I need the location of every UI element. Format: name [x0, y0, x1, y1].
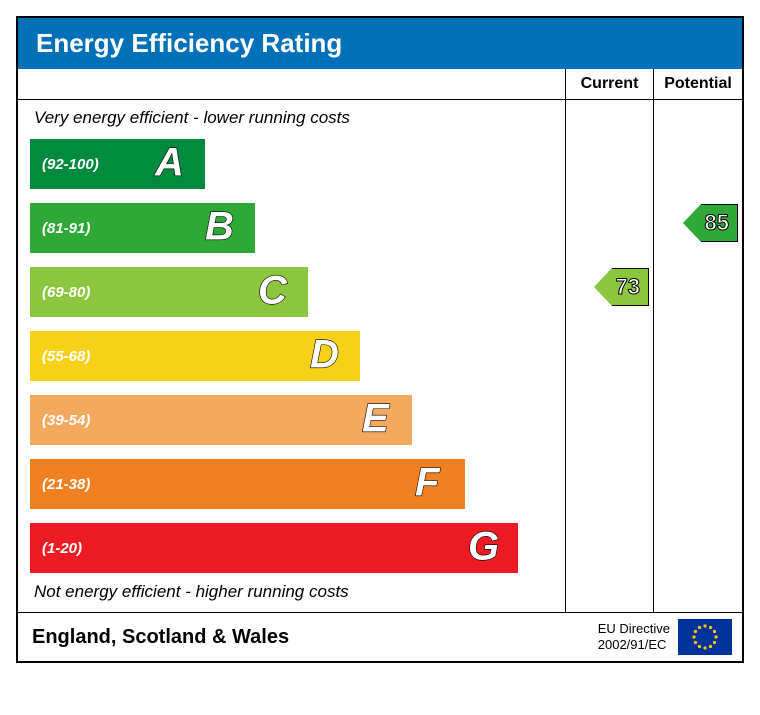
band-bar-g: (1-20) G	[30, 523, 518, 573]
band-bar-b: (81-91) B	[30, 203, 255, 253]
band-range-f: (21-38)	[42, 476, 90, 493]
chart-title: Energy Efficiency Rating	[18, 18, 742, 69]
chart-body: Very energy efficient - lower running co…	[18, 100, 742, 612]
header-row: Current Potential	[18, 69, 742, 100]
band-bar-e: (39-54) E	[30, 395, 412, 445]
band-row-f: (21-38) F	[30, 454, 553, 514]
svg-text:F: F	[415, 461, 441, 505]
header-current: Current	[566, 69, 654, 99]
svg-text:C: C	[258, 269, 288, 313]
potential-pointer-arrow	[683, 204, 701, 242]
band-bar-d: (55-68) D	[30, 331, 360, 381]
svg-text:D: D	[310, 333, 339, 377]
eu-flag-icon	[678, 619, 732, 655]
current-pointer-arrow	[594, 268, 612, 306]
band-row-g: (1-20) G	[30, 518, 553, 578]
band-range-d: (55-68)	[42, 348, 90, 365]
bands-column: Very energy efficient - lower running co…	[18, 100, 566, 612]
header-potential: Potential	[654, 69, 742, 99]
band-letter-b: B	[201, 202, 245, 255]
current-column: 73	[566, 100, 654, 612]
potential-pointer-value: 85	[701, 204, 738, 242]
band-letter-c: C	[254, 266, 298, 319]
band-bar-f: (21-38) F	[30, 459, 465, 509]
band-range-c: (69-80)	[42, 284, 90, 301]
potential-column: 85	[654, 100, 742, 612]
svg-text:G: G	[468, 525, 499, 569]
band-row-c: (69-80) C	[30, 262, 553, 322]
band-letter-d: D	[306, 330, 350, 383]
top-description: Very energy efficient - lower running co…	[34, 108, 553, 128]
band-bar-a: (92-100) A	[30, 139, 205, 189]
footer-region: England, Scotland & Wales	[18, 616, 588, 659]
bottom-description: Not energy efficient - higher running co…	[34, 582, 553, 602]
band-letter-a: A	[151, 138, 195, 191]
band-range-a: (92-100)	[42, 156, 99, 173]
eu-directive-text: EU Directive 2002/91/EC	[598, 621, 670, 652]
band-bar-c: (69-80) C	[30, 267, 308, 317]
epc-chart: Energy Efficiency Rating Current Potenti…	[16, 16, 744, 663]
band-range-e: (39-54)	[42, 412, 90, 429]
band-row-d: (55-68) D	[30, 326, 553, 386]
footer-eu: EU Directive 2002/91/EC	[588, 613, 742, 661]
potential-pointer: 85	[683, 204, 738, 242]
band-letter-f: F	[411, 458, 455, 511]
band-row-b: (81-91) B	[30, 198, 553, 258]
band-range-g: (1-20)	[42, 540, 82, 557]
svg-text:A: A	[154, 141, 184, 185]
svg-text:E: E	[362, 397, 390, 441]
current-pointer-value: 73	[612, 268, 649, 306]
band-row-e: (39-54) E	[30, 390, 553, 450]
header-main-spacer	[18, 69, 566, 99]
eu-line2: 2002/91/EC	[598, 637, 670, 653]
band-letter-e: E	[358, 394, 402, 447]
footer: England, Scotland & Wales EU Directive 2…	[18, 612, 742, 661]
band-row-a: (92-100) A	[30, 134, 553, 194]
svg-text:B: B	[205, 205, 234, 249]
band-range-b: (81-91)	[42, 220, 90, 237]
band-letter-g: G	[464, 522, 508, 575]
eu-line1: EU Directive	[598, 621, 670, 637]
current-pointer: 73	[594, 268, 649, 306]
band-bars: (92-100) A (81-91) B (69-80) C (55-68) D (39-54)…	[30, 134, 553, 578]
